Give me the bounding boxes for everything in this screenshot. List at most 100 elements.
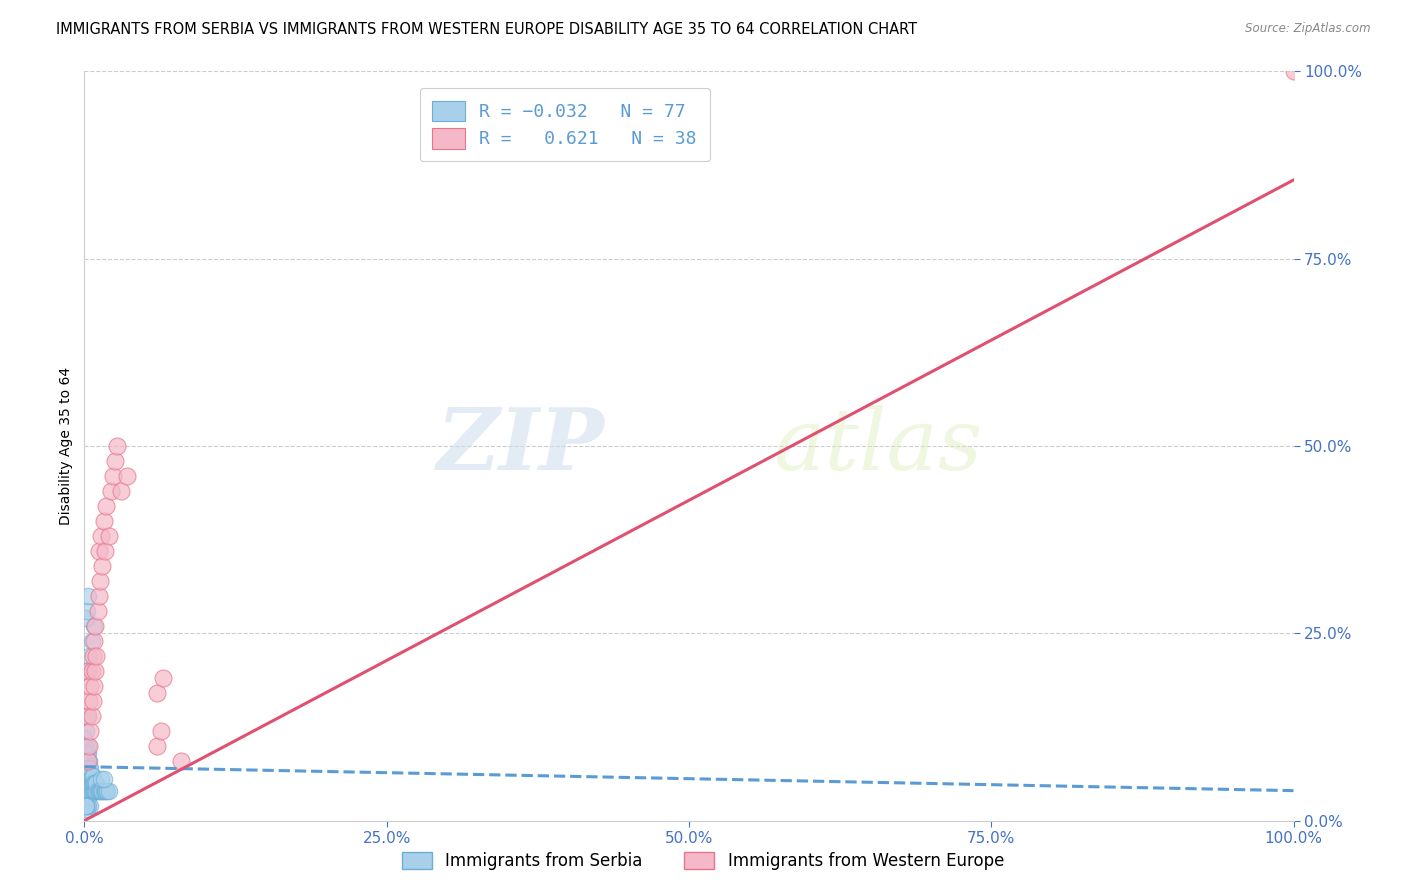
Point — [76, 761, 98, 775]
Point — [94, 544, 117, 558]
Point — [77, 754, 100, 768]
Point — [75, 739, 97, 753]
Point — [77, 783, 100, 797]
Point — [93, 783, 115, 797]
Point — [94, 499, 117, 513]
Point — [97, 783, 120, 797]
Point — [75, 791, 97, 805]
Point — [80, 664, 103, 678]
Point — [93, 772, 115, 787]
Point — [77, 761, 100, 775]
Point — [77, 648, 100, 663]
Point — [76, 769, 98, 783]
Point — [76, 783, 98, 797]
Point — [76, 604, 98, 618]
Y-axis label: Disability Age 35 to 64: Disability Age 35 to 64 — [59, 367, 73, 525]
Point — [75, 776, 97, 790]
Point — [80, 633, 103, 648]
Point — [86, 776, 108, 790]
Point — [87, 783, 110, 797]
Point — [84, 783, 107, 797]
Text: atlas: atlas — [773, 405, 983, 487]
Point — [77, 708, 100, 723]
Point — [75, 798, 97, 813]
Point — [82, 694, 104, 708]
Point — [77, 791, 100, 805]
Point — [73, 739, 96, 753]
Point — [73, 769, 96, 783]
Point — [82, 776, 104, 790]
Point — [77, 664, 100, 678]
Point — [80, 769, 103, 783]
Point — [77, 776, 100, 790]
Point — [83, 783, 105, 797]
Point — [86, 783, 108, 797]
Point — [86, 783, 108, 797]
Point — [75, 798, 97, 813]
Point — [146, 686, 169, 700]
Point — [73, 731, 96, 746]
Point — [77, 776, 100, 790]
Point — [79, 679, 101, 693]
Point — [73, 783, 96, 797]
Point — [152, 671, 174, 685]
Point — [84, 664, 107, 678]
Point — [94, 783, 117, 797]
Point — [75, 761, 97, 775]
Text: IMMIGRANTS FROM SERBIA VS IMMIGRANTS FROM WESTERN EUROPE DISABILITY AGE 35 TO 64: IMMIGRANTS FROM SERBIA VS IMMIGRANTS FRO… — [56, 22, 917, 37]
Point — [79, 783, 101, 797]
Point — [90, 783, 112, 797]
Legend: R = −0.032   N = 77, R =   0.621   N = 38: R = −0.032 N = 77, R = 0.621 N = 38 — [420, 88, 710, 161]
Point — [76, 746, 98, 760]
Point — [76, 802, 98, 816]
Point — [73, 776, 96, 790]
Point — [82, 648, 104, 663]
Point — [77, 589, 100, 603]
Point — [77, 769, 100, 783]
Point — [79, 723, 101, 738]
Point — [73, 746, 96, 760]
Point — [170, 754, 193, 768]
Point — [75, 798, 97, 813]
Point — [93, 514, 115, 528]
Point — [77, 761, 100, 775]
Point — [146, 739, 169, 753]
Point — [94, 783, 117, 797]
Point — [83, 619, 105, 633]
Point — [82, 783, 104, 797]
Point — [80, 708, 103, 723]
Point — [77, 664, 100, 678]
Point — [80, 776, 103, 790]
Point — [83, 633, 105, 648]
Point — [75, 769, 97, 783]
Point — [76, 754, 98, 768]
Point — [77, 769, 100, 783]
Point — [83, 679, 105, 693]
Point — [149, 723, 172, 738]
Point — [73, 754, 96, 768]
Point — [75, 754, 97, 768]
Point — [110, 483, 132, 498]
Point — [77, 754, 100, 768]
Point — [76, 776, 98, 790]
Point — [89, 783, 111, 797]
Point — [77, 739, 100, 753]
Text: ZIP: ZIP — [436, 404, 605, 488]
Point — [115, 469, 138, 483]
Point — [86, 604, 108, 618]
Point — [79, 798, 101, 813]
Point — [77, 694, 100, 708]
Point — [84, 776, 107, 790]
Point — [91, 783, 114, 797]
Point — [103, 469, 125, 483]
Point — [75, 723, 97, 738]
Point — [73, 761, 96, 775]
Point — [90, 529, 112, 543]
Point — [76, 708, 98, 723]
Point — [80, 783, 103, 797]
Point — [104, 454, 127, 468]
Point — [100, 483, 122, 498]
Point — [75, 611, 97, 625]
Point — [84, 619, 107, 633]
Point — [77, 783, 100, 797]
